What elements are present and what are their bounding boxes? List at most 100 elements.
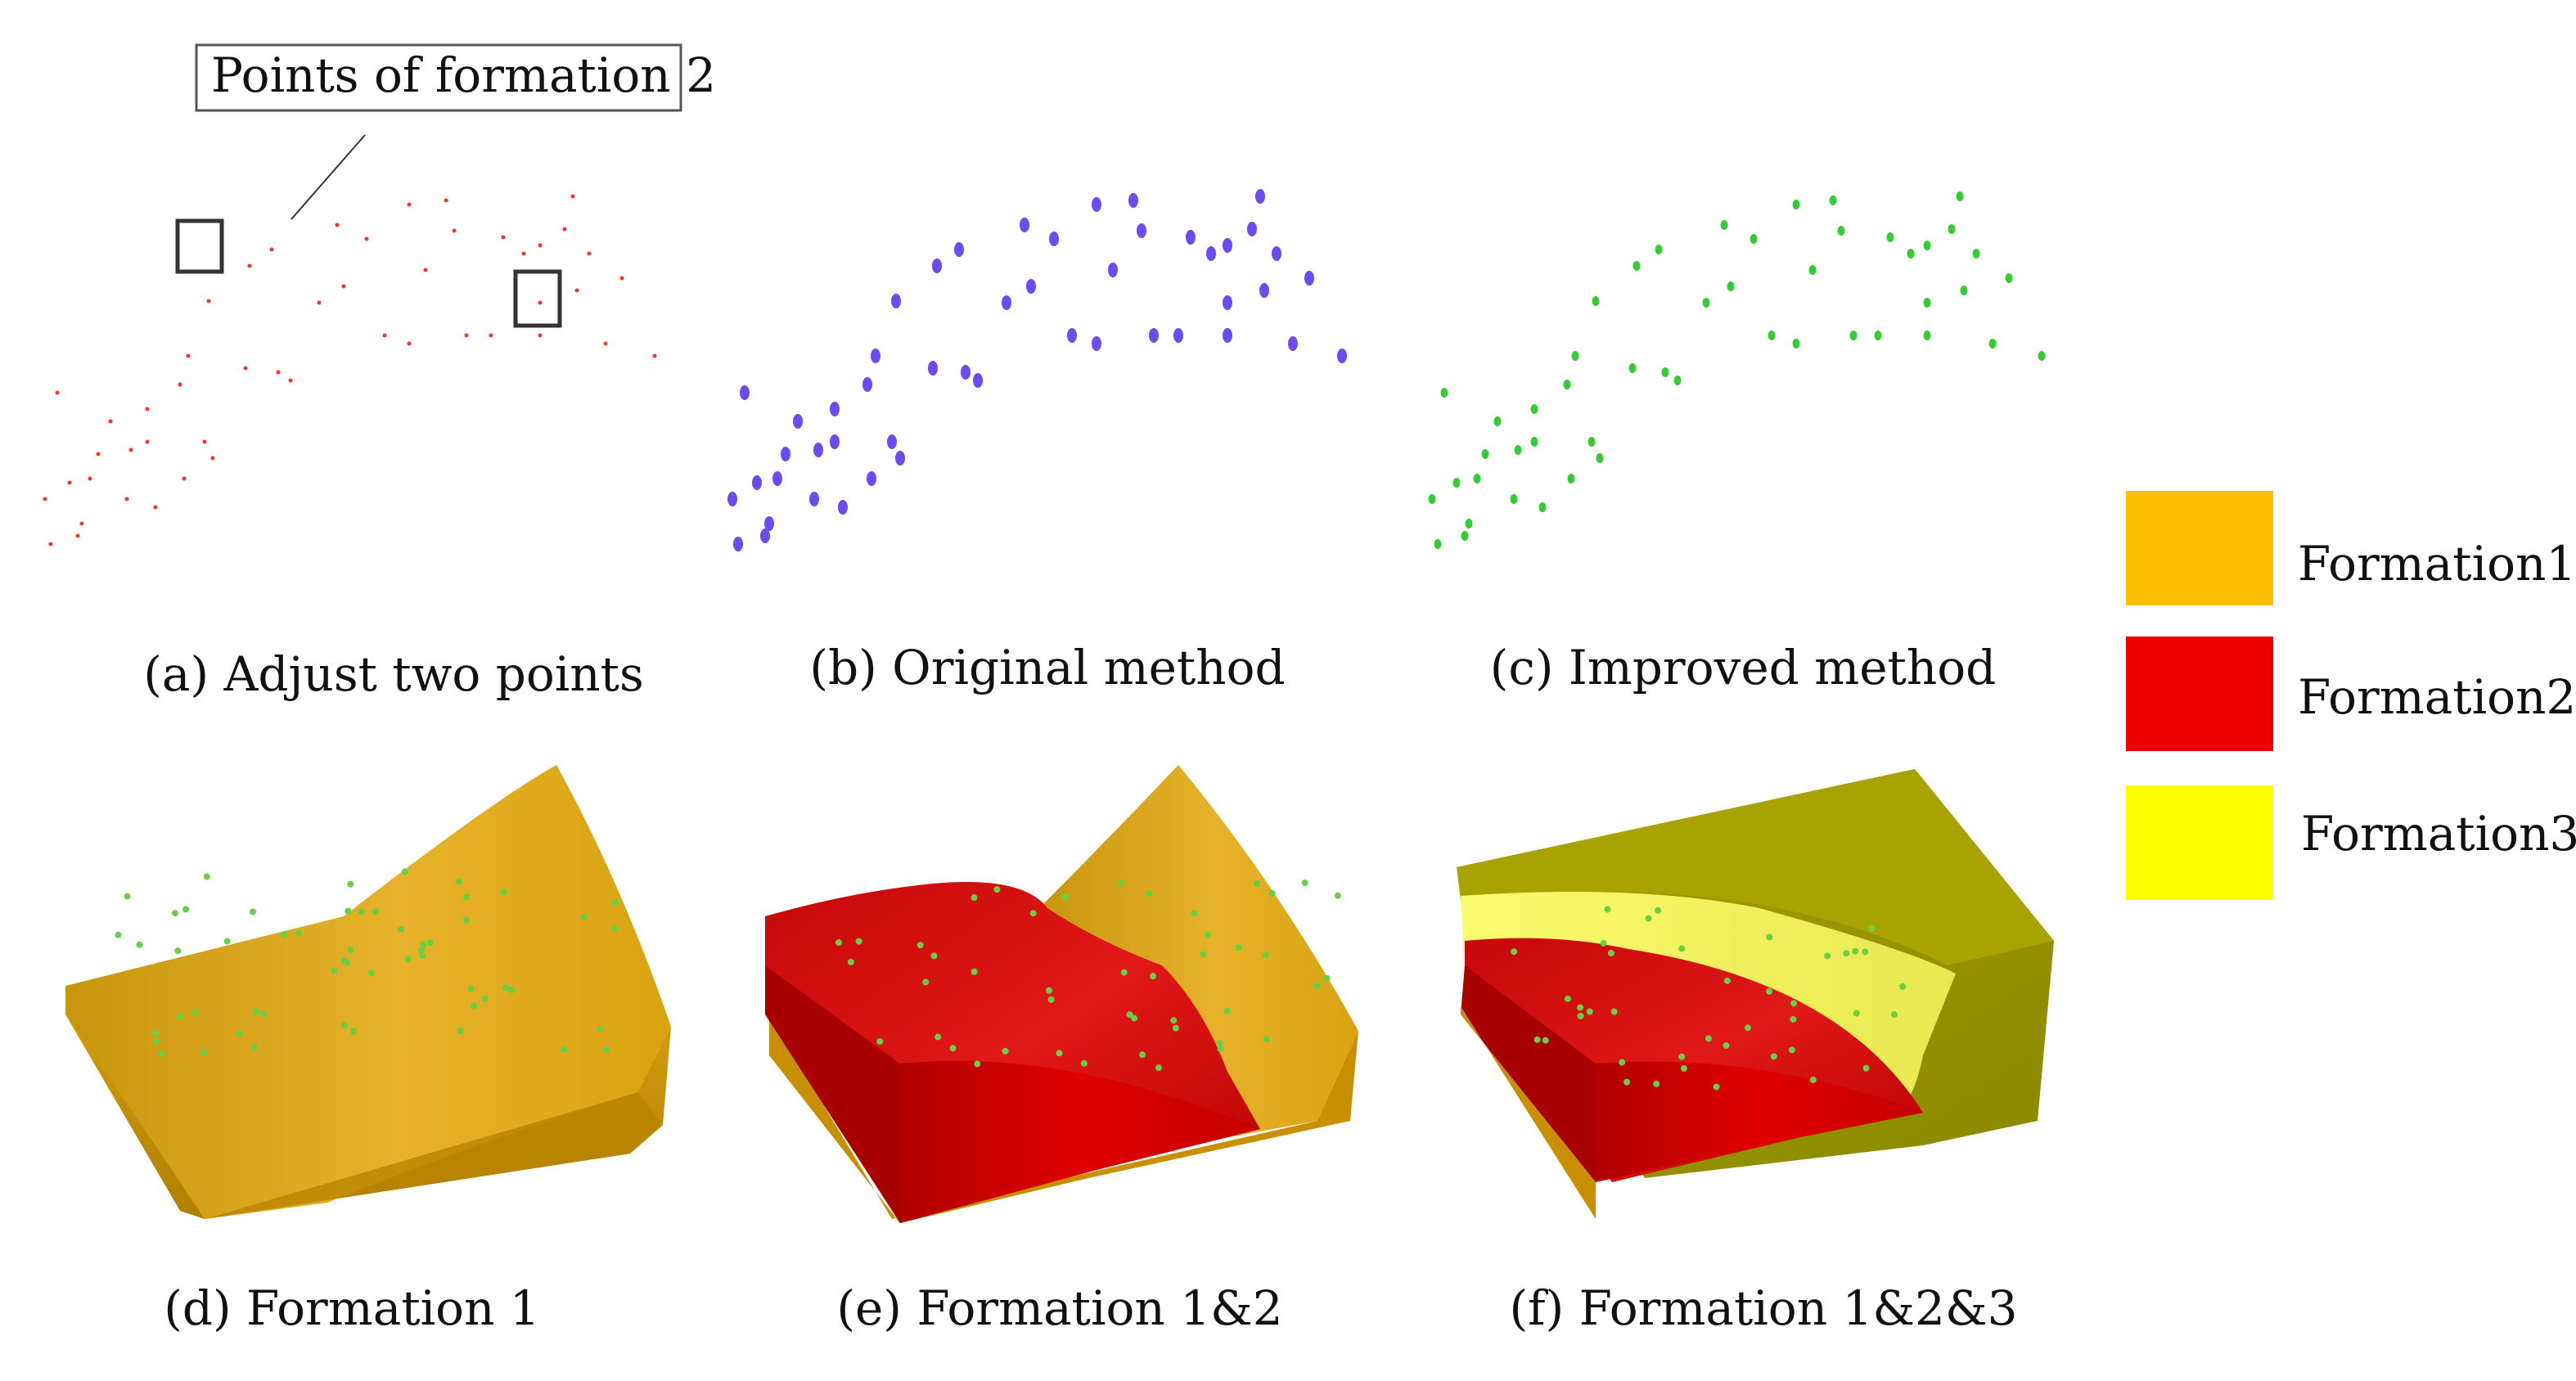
surface-point: [993, 886, 1001, 893]
surface-point: [1170, 1017, 1178, 1024]
data-point: [1567, 474, 1575, 484]
data-point: [1223, 295, 1232, 310]
surface-point: [1120, 969, 1128, 976]
data-point: [740, 385, 750, 400]
surface-point: [1139, 1051, 1146, 1059]
data-point: [1727, 281, 1735, 291]
surface-point: [1533, 1036, 1541, 1043]
surface-point: [934, 1033, 942, 1041]
caption-panel-e: (e) Formation 1&2: [836, 1280, 1283, 1336]
data-point: [652, 353, 657, 358]
data-point: [1960, 286, 1968, 295]
surface-point: [1770, 1053, 1777, 1060]
surface-point: [971, 968, 978, 975]
surface-point: [124, 893, 131, 900]
surface-point: [1046, 987, 1053, 994]
surface-point: [295, 929, 303, 937]
surface-point: [1653, 1080, 1660, 1087]
surface-point: [372, 908, 380, 915]
data-point: [1587, 437, 1596, 447]
surface-point: [1235, 944, 1242, 951]
surface-point: [949, 1045, 957, 1052]
surface-point: [1080, 1059, 1088, 1067]
data-point: [973, 373, 983, 388]
data-point: [1592, 296, 1600, 306]
surface-point: [1542, 1037, 1549, 1044]
data-point: [538, 300, 543, 305]
surface-point: [1564, 995, 1571, 1002]
legend-label-formation2: Formation2: [2298, 669, 2576, 725]
surface-point: [508, 987, 516, 994]
surface-point: [1713, 1083, 1720, 1091]
surface-point: [1607, 950, 1615, 957]
surface-point: [855, 938, 862, 945]
data-point: [574, 288, 579, 293]
surface-point: [1263, 1036, 1270, 1043]
data-point: [269, 247, 274, 252]
surface-point: [1172, 1024, 1179, 1032]
surface-point: [1723, 1042, 1730, 1050]
surface-point: [611, 899, 619, 906]
surface-point: [1577, 1012, 1584, 1019]
surface-point: [1002, 1047, 1009, 1055]
surface-point: [115, 931, 122, 938]
surface-point: [420, 941, 427, 948]
data-point: [1247, 222, 1257, 236]
surface-point: [1217, 1046, 1224, 1053]
legend-swatch-formation2: [2126, 637, 2273, 751]
data-point: [887, 434, 897, 449]
surface-point: [462, 916, 470, 924]
annotation-leader-line: [290, 134, 366, 220]
data-point: [772, 471, 782, 486]
data-point: [570, 194, 575, 199]
data-point: [1440, 388, 1448, 398]
data-point: [75, 533, 80, 538]
data-point: [752, 475, 762, 490]
surface-point: [455, 878, 462, 885]
data-point: [128, 448, 133, 452]
data-point: [2038, 351, 2046, 361]
data-point: [733, 537, 743, 551]
points-panel-c: [1428, 191, 2046, 549]
data-point: [108, 419, 113, 424]
data-point: [1304, 271, 1314, 286]
data-point: [809, 492, 819, 506]
data-point: [335, 223, 340, 227]
surface-point: [847, 958, 854, 965]
surface-point: [260, 1010, 268, 1018]
data-point: [124, 497, 129, 502]
data-point: [1571, 351, 1579, 361]
data-point: [1956, 191, 1964, 201]
surface-point: [974, 1060, 981, 1068]
data-point: [1808, 265, 1817, 275]
data-point: [423, 268, 428, 272]
data-point: [1655, 245, 1663, 254]
legend-swatch-formation1: [2126, 491, 2273, 605]
surface-point: [174, 947, 182, 955]
surface-point: [350, 1028, 358, 1035]
data-point: [1948, 224, 1956, 234]
data-point: [1067, 328, 1077, 343]
legend-swatch-formation3: [2126, 785, 2273, 900]
surface-point: [1766, 933, 1773, 941]
data-point: [781, 447, 790, 461]
surface-point: [152, 1029, 160, 1037]
surface-point: [1131, 1014, 1138, 1022]
data-point: [619, 276, 624, 281]
caption-panel-b: (b) Original method: [809, 640, 1286, 695]
data-point: [1702, 298, 1710, 308]
surface-point: [426, 939, 434, 947]
data-point: [48, 542, 53, 547]
data-point: [464, 333, 469, 338]
data-point: [489, 333, 493, 338]
surface-point: [500, 888, 507, 896]
surface-point: [331, 967, 338, 974]
points-panel-b: [727, 189, 1347, 551]
surface-point: [502, 984, 510, 992]
surface-point: [1047, 996, 1055, 1003]
data-point: [202, 439, 207, 444]
data-point: [210, 456, 215, 461]
data-point: [43, 497, 47, 502]
surface-point: [1790, 1000, 1798, 1007]
data-point: [562, 227, 567, 232]
